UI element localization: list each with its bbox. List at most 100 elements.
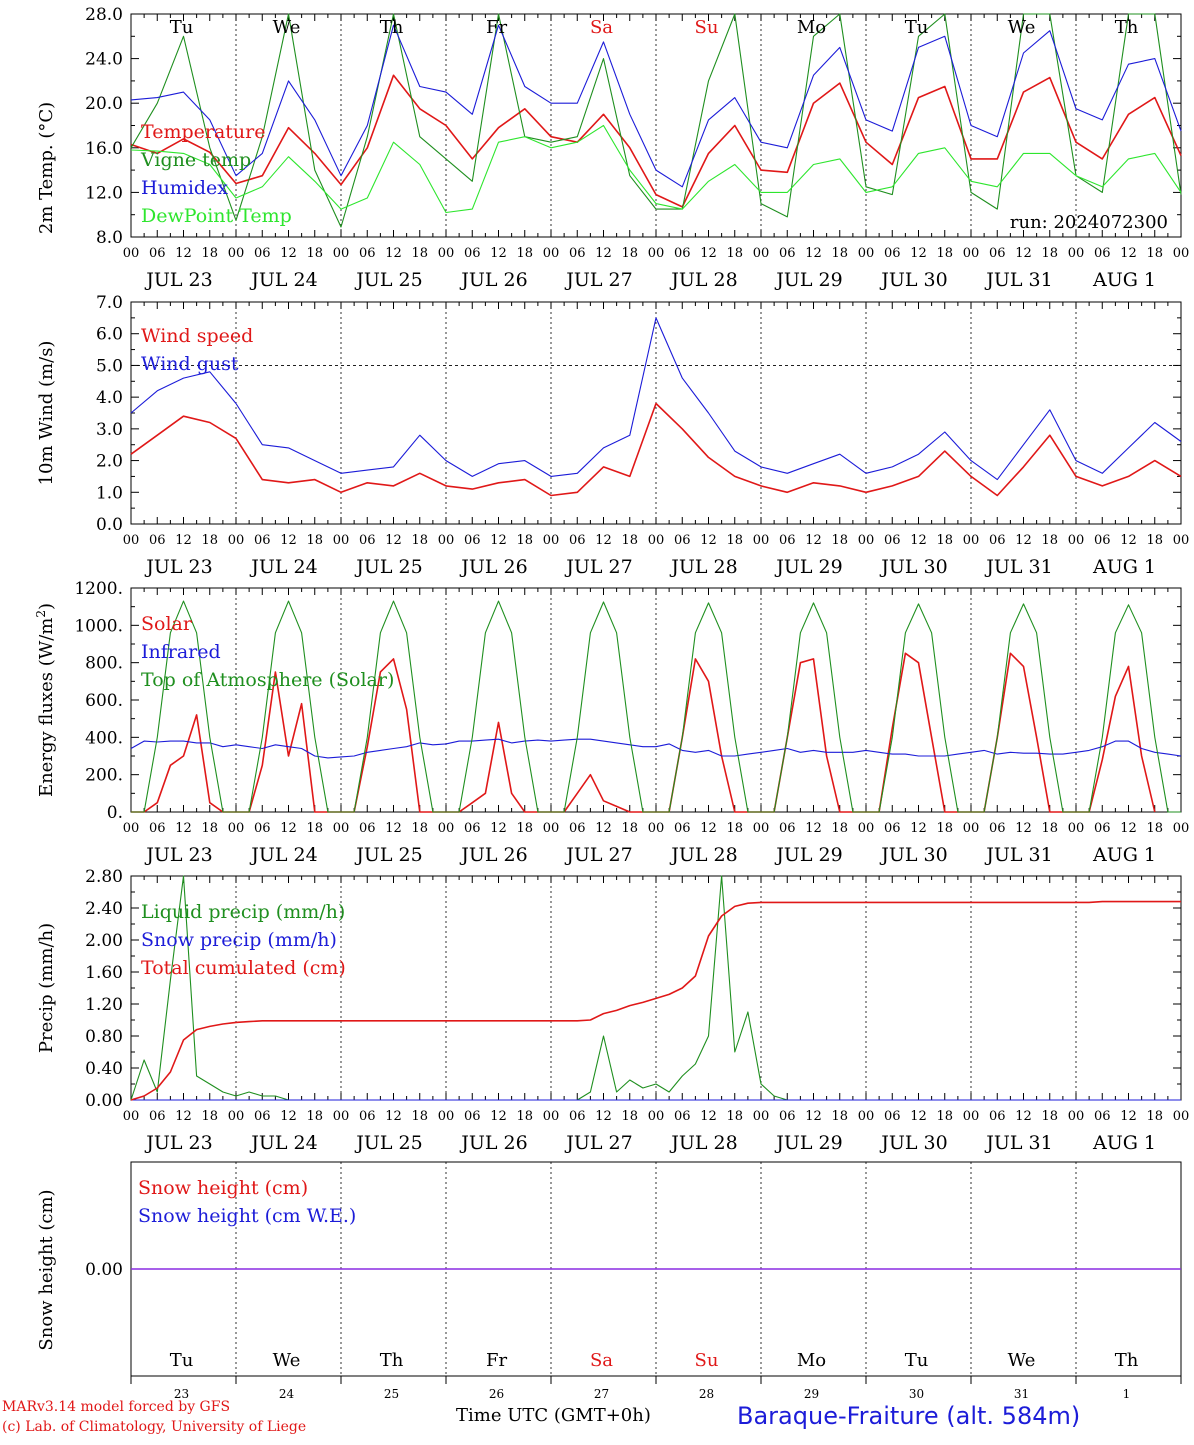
precip-hour-label: 06	[779, 1109, 796, 1124]
wind-hour-label: 18	[936, 533, 953, 548]
wind-hour-label: 00	[438, 533, 455, 548]
energy-ytick-label: 400.	[85, 728, 123, 748]
precip-hour-label: 12	[490, 1109, 507, 1124]
snow-day-number: 24	[279, 1387, 295, 1401]
energy-legend-item: Top of Atmosphere (Solar)	[141, 669, 394, 691]
wind-hour-label: 00	[333, 533, 350, 548]
temp-dow-label: Sa	[590, 17, 613, 38]
temp-hour-label: 06	[989, 246, 1006, 261]
temp-hour-label: 00	[1068, 246, 1085, 261]
temp-hour-label: 18	[936, 246, 953, 261]
wind-date-label: JUL 30	[879, 556, 947, 578]
energy-hour-label: 06	[149, 821, 166, 836]
precip-ytick-label: 1.60	[85, 963, 123, 983]
temp-hour-label: 06	[674, 246, 691, 261]
precip-ylabel: Precip (mm/h)	[36, 923, 57, 1053]
energy-hour-label: 00	[648, 821, 665, 836]
temp-hour-label: 00	[123, 246, 140, 261]
precip-hour-label: 06	[149, 1109, 166, 1124]
temp-hour-label: 12	[595, 246, 612, 261]
energy-hour-label: 18	[201, 821, 218, 836]
wind-hour-label: 00	[543, 533, 560, 548]
energy-date-label: JUL 27	[564, 844, 632, 866]
temp-hour-label: 06	[779, 246, 796, 261]
precip-hour-label: 06	[569, 1109, 586, 1124]
precip-hour-label: 00	[543, 1109, 560, 1124]
energy-hour-label: 00	[1068, 821, 1085, 836]
wind-hour-label: 06	[779, 533, 796, 548]
temp-hour-label: 00	[228, 246, 245, 261]
energy-legend-item: Solar	[141, 613, 193, 635]
snow-dow-label: Su	[695, 1350, 719, 1371]
temp-hour-label: 18	[306, 246, 323, 261]
energy-date-label: JUL 24	[249, 844, 317, 866]
energy-ytick-label: 1200.	[74, 579, 123, 599]
precip-hour-label: 00	[228, 1109, 245, 1124]
temp-hour-label: 00	[963, 246, 980, 261]
wind-hour-label: 18	[831, 533, 848, 548]
energy-ytick-label: 1000.	[74, 616, 123, 636]
wind-hour-label: 18	[201, 533, 218, 548]
snow-legend-item: Snow height (cm)	[138, 1177, 308, 1199]
snow-day-number: 31	[1014, 1387, 1029, 1401]
temp-series-vigne-temp	[130, 13, 1182, 228]
temp-legend-item: Vigne temp	[140, 149, 251, 171]
credit-line-2: (c) Lab. of Climatology, University of L…	[2, 1419, 307, 1435]
energy-hour-label: 12	[280, 821, 297, 836]
temp-date-label: JUL 25	[354, 269, 422, 291]
energy-hour-label: 06	[779, 821, 796, 836]
temp-series-dewpoint-temp	[130, 124, 1182, 214]
temp-hour-label: 12	[1015, 246, 1032, 261]
precip-hour-label: 00	[963, 1109, 980, 1124]
precip-hour-label: 18	[936, 1109, 953, 1124]
energy-hour-label: 00	[333, 821, 350, 836]
energy-hour-label: 00	[963, 821, 980, 836]
precip-ytick-label: 0.00	[85, 1091, 123, 1111]
precip-date-label: JUL 25	[354, 1132, 422, 1154]
temp-dow-label: Th	[380, 17, 404, 38]
temp-date-label: JUL 24	[249, 269, 317, 291]
wind-hour-label: 12	[910, 533, 927, 548]
temp-hour-label: 18	[831, 246, 848, 261]
energy-hour-label: 18	[936, 821, 953, 836]
temp-ytick-label: 24.0	[85, 50, 123, 70]
energy-ytick-label: 800.	[85, 654, 123, 674]
snow-legend-item: Snow height (cm W.E.)	[138, 1205, 356, 1227]
energy-hour-label: 18	[306, 821, 323, 836]
precip-ytick-label: 2.40	[85, 899, 123, 919]
snow-dow-label: Tu	[905, 1350, 929, 1371]
precip-ytick-label: 0.80	[85, 1027, 123, 1047]
precip-legend-item: Liquid precip (mm/h)	[141, 901, 345, 923]
wind-ytick-label: 2.0	[96, 452, 123, 472]
precip-date-label: JUL 31	[984, 1132, 1052, 1154]
energy-hour-label: 18	[621, 821, 638, 836]
energy-date-label: JUL 31	[984, 844, 1052, 866]
temp-hour-label: 06	[359, 246, 376, 261]
wind-hour-label: 00	[648, 533, 665, 548]
energy-hour-label: 18	[726, 821, 743, 836]
snow-day-number: 28	[699, 1387, 714, 1401]
precip-hour-label: 06	[989, 1109, 1006, 1124]
temp-legend-item: DewPoint Temp	[141, 205, 292, 227]
temp-hour-label: 18	[621, 246, 638, 261]
wind-hour-label: 18	[411, 533, 428, 548]
energy-hour-label: 12	[175, 821, 192, 836]
temp-date-label: JUL 30	[879, 269, 947, 291]
wind-hour-label: 00	[228, 533, 245, 548]
temp-hour-label: 06	[569, 246, 586, 261]
temp-hour-label: 06	[149, 246, 166, 261]
temp-date-label: JUL 26	[459, 269, 527, 291]
temp-hour-label: 06	[884, 246, 901, 261]
precip-hour-label: 00	[753, 1109, 770, 1124]
energy-hour-label: 18	[411, 821, 428, 836]
temp-dow-label: Tu	[905, 17, 929, 38]
energy-legend-item: Infrared	[141, 641, 221, 663]
wind-hour-label: 00	[1173, 533, 1190, 548]
snow-dow-label: Th	[1115, 1350, 1139, 1371]
precip-hour-label: 12	[910, 1109, 927, 1124]
energy-hour-label: 18	[1041, 821, 1058, 836]
precip-ytick-label: 0.40	[85, 1059, 123, 1079]
snow-day-number: 1	[1123, 1387, 1131, 1401]
